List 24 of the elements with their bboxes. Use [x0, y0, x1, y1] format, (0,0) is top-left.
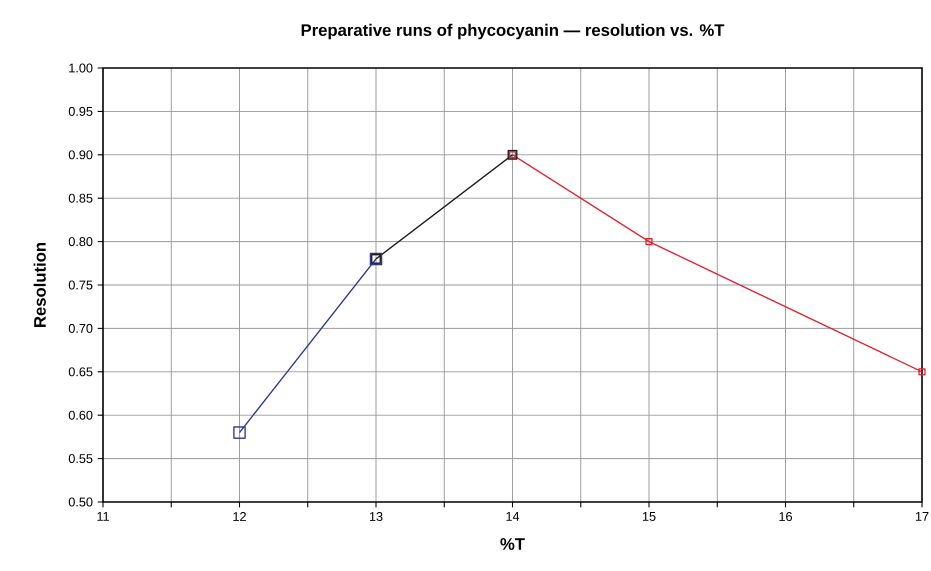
y-tick-label: 0.85 — [68, 194, 92, 203]
x-axis-title: %T — [500, 538, 525, 550]
y-tick-label: 0.70 — [68, 324, 92, 333]
y-tick-label: 1.00 — [69, 64, 92, 72]
x-tick-label: 15 — [642, 512, 656, 521]
x-tick-label: 14 — [506, 512, 520, 521]
y-tick-label: 0.50 — [68, 498, 92, 506]
x-tick-label: 12 — [233, 512, 246, 521]
y-tick-label: 0.55 — [68, 454, 92, 464]
y-tick-label: 0.65 — [68, 367, 92, 376]
y-tick-label: 0.95 — [68, 106, 92, 116]
chart-title: Preparative runs of phycocyanin — resolution vs. %T — [302, 24, 724, 40]
y-axis-title: Resolution — [34, 242, 46, 327]
point — [645, 238, 653, 246]
x-tick-label: 17 — [916, 512, 928, 521]
y-tick-label: 0.90 — [68, 150, 92, 160]
x-tick-label: 11 — [97, 512, 109, 521]
point — [918, 368, 926, 376]
y-tick-label: 0.80 — [68, 237, 92, 246]
point — [233, 426, 246, 439]
x-tick-label: 13 — [370, 512, 382, 522]
y-tick-label: 0.75 — [68, 280, 92, 290]
y-tick-label: 0.60 — [68, 410, 92, 420]
x-tick-label: 16 — [779, 512, 792, 522]
